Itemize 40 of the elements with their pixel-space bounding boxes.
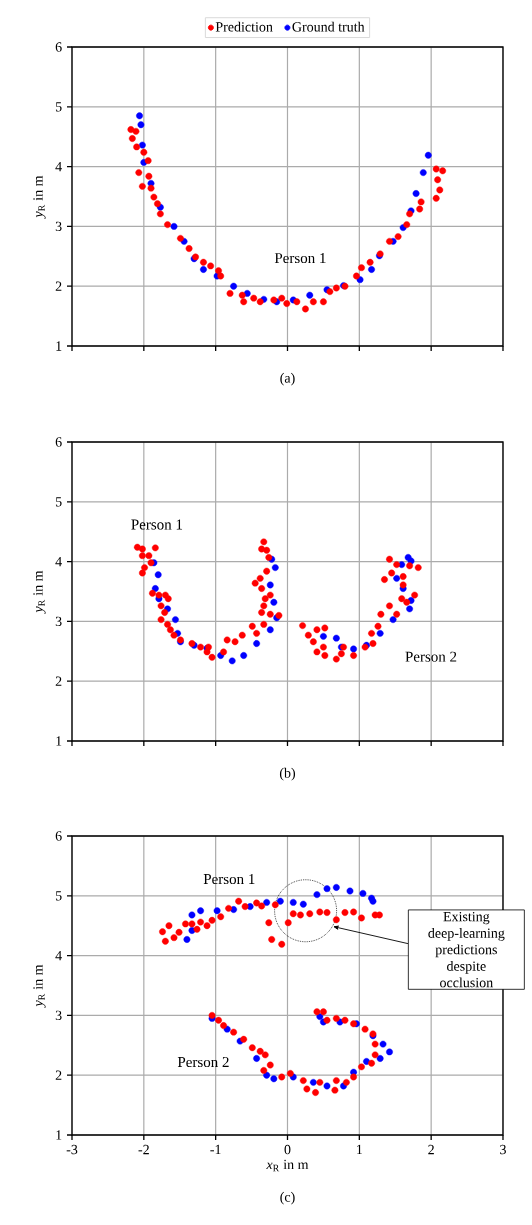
y-axis-title: y$_{R}$ in m [33,570,46,614]
y-tick-label: 4 [55,556,62,567]
y-tick-label: 5 [55,497,62,507]
annotation: Person 2 [177,1057,229,1068]
annotation: Person 1 [274,253,326,264]
y-tick-label: 2 [55,1070,62,1080]
y-tick-label: 1 [56,736,62,746]
y-tick-label: 6 [55,831,62,841]
x-tick-label: 2 [428,1144,434,1155]
x-axis-title: x$_{R}$ in m [266,1159,309,1172]
text: (c) [280,1191,295,1205]
y-tick-label: 3 [55,221,62,232]
y-tick-label: 4 [55,950,62,961]
y-axis-title: y$_{R}$ in m [33,964,46,1008]
text: (a) [280,372,295,386]
x-tick-label: 0 [284,1144,291,1155]
x-tick-label: -2 [138,1144,149,1155]
annotation: Person 1 [131,519,183,530]
y-tick-label: 1 [56,1130,62,1140]
annotation: Existing deep-learning predictions despite occlusion [428,911,505,988]
annotation: Person 2 [405,651,457,662]
legend-label: Ground truth [292,21,365,32]
y-tick-label: 5 [55,102,62,112]
x-tick-label: -1 [210,1144,221,1155]
y-tick-label: 5 [55,891,62,901]
x-tick-label: -3 [66,1144,78,1155]
y-tick-label: 2 [55,676,62,686]
y-tick-label: 3 [55,1010,62,1021]
x-tick-label: 1 [357,1144,362,1155]
y-tick-label: 2 [55,281,62,291]
y-tick-label: 1 [56,341,62,351]
y-tick-label: 3 [55,616,62,627]
x-tick-label: 3 [500,1144,506,1155]
y-tick-label: 6 [55,437,62,447]
y-tick-label: 4 [55,162,62,172]
text: (b) [279,767,296,781]
legend-label: Prediction [215,21,273,32]
y-tick-label: 6 [55,42,62,52]
annotation: Person 1 [203,874,255,885]
y-axis-title: y$_{R}$ in m [33,175,46,219]
